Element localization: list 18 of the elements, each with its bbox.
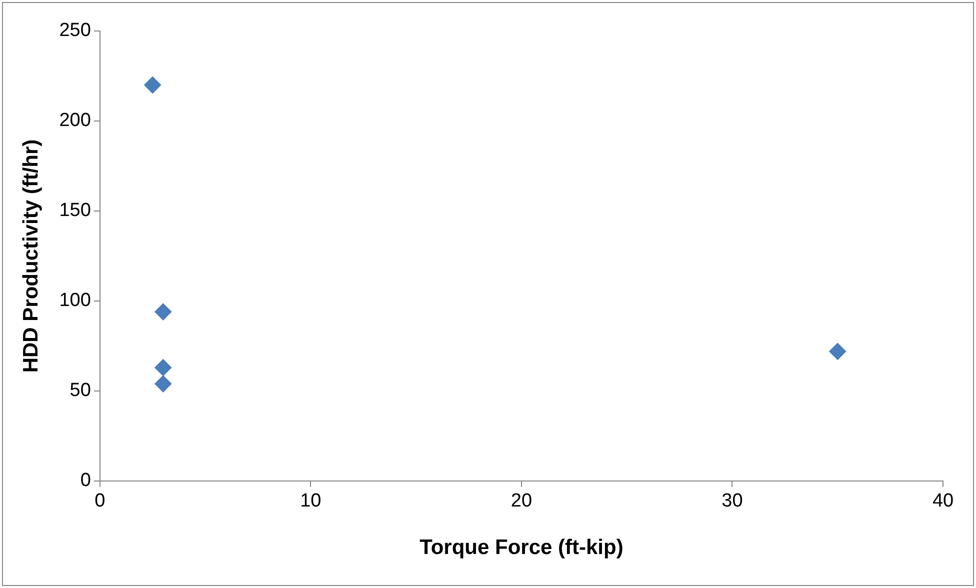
x-tick-label: 0	[94, 490, 106, 512]
x-tick-label: 40	[932, 490, 954, 512]
y-tick-label: 250	[59, 20, 91, 42]
point	[829, 342, 846, 360]
y-tick-label: 100	[59, 290, 91, 312]
point	[154, 359, 172, 376]
x-tick-label: 20	[510, 490, 532, 512]
point	[154, 375, 172, 392]
y-tick-label: 0	[80, 470, 91, 492]
x-tick-label: 30	[722, 490, 743, 512]
y-tick-label: 50	[70, 380, 91, 402]
y-tick-label: 150	[59, 200, 91, 222]
x-tick-label: 10	[300, 490, 322, 512]
y-tick-label: 200	[59, 110, 91, 132]
point	[144, 76, 162, 94]
point	[154, 303, 172, 320]
y-axis-title: HDD Productivity (ft/hr)	[19, 139, 42, 373]
x-axis-title: Torque Force (ft-kip)	[420, 536, 624, 560]
